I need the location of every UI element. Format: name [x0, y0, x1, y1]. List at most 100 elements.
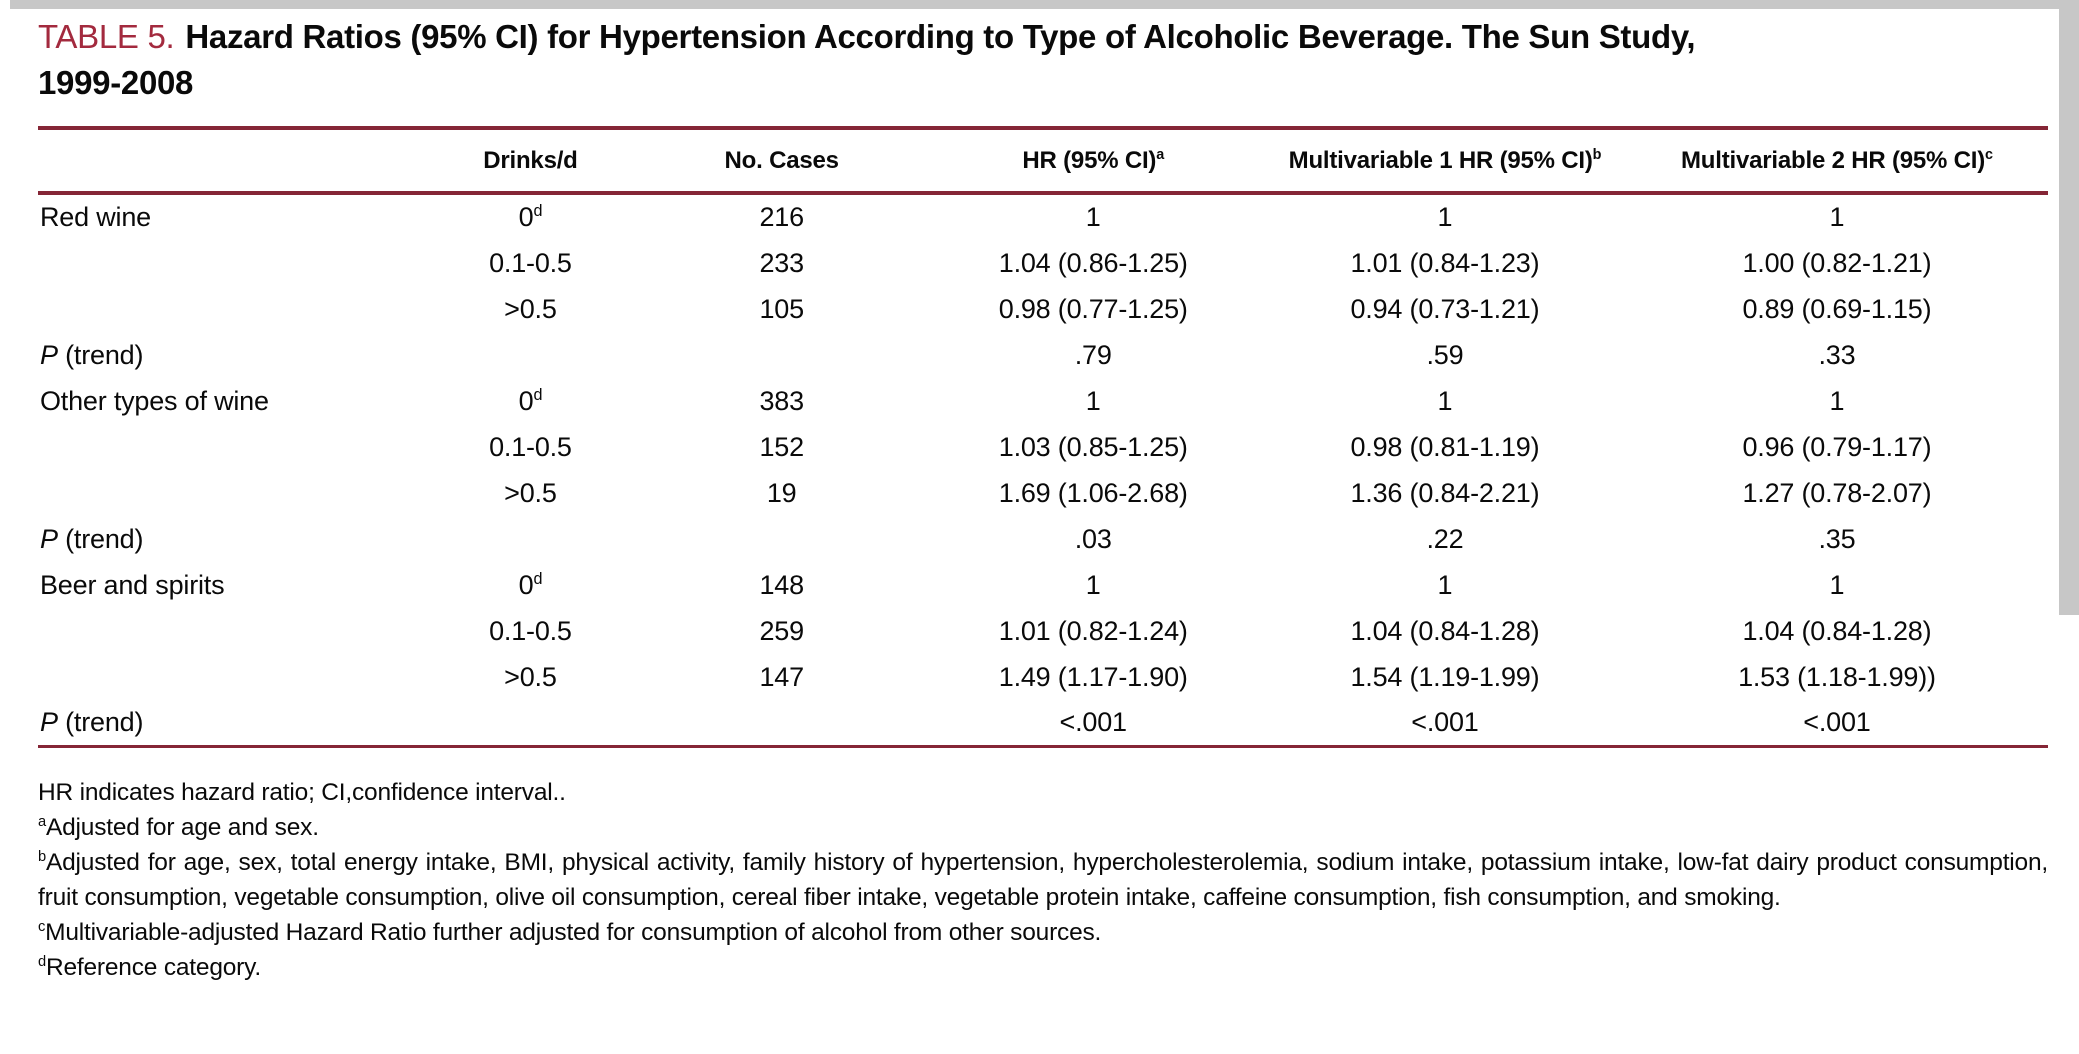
header-row: Drinks/d No. Cases HR (95% CI)a Multivar… [38, 128, 2048, 195]
scan-edge-artifact-top [10, 0, 2079, 9]
p-trend-row: P (trend) .03 .22 .35 [38, 516, 2048, 562]
cell-empty [38, 654, 420, 700]
cell-mv2: .33 [1818, 339, 1856, 370]
cell-drinks: 0.1-0.5 [489, 431, 572, 462]
p-trend-row: P (trend) <.001 <.001 <.001 [38, 700, 2048, 747]
cell-mv2: 0.89 (0.69-1.15) [1742, 293, 1932, 324]
table-row: 0.1-0.5 259 1.01 (0.82-1.24) 1.04 (0.84-… [38, 608, 2048, 654]
cell-drinks: 0d [518, 385, 543, 416]
cell-drinks: >0.5 [504, 293, 557, 324]
cell-mv1: .22 [1426, 523, 1464, 554]
table-row: >0.5 147 1.49 (1.17-1.90) 1.54 (1.19-1.9… [38, 654, 2048, 700]
cell-empty [641, 700, 922, 747]
cell-mv1: 1 [1437, 569, 1453, 600]
cell-mv2: 1.04 (0.84-1.28) [1742, 615, 1932, 646]
cell-mv1: 0.94 (0.73-1.21) [1350, 293, 1540, 324]
cell-empty [420, 332, 641, 378]
cell-empty [38, 470, 420, 516]
cell-cases: 233 [759, 247, 804, 278]
cell-cases: 383 [759, 385, 804, 416]
group-label-other-wine: Other types of wine [40, 385, 269, 416]
col-header-empty [38, 128, 420, 195]
p-trend-label: P (trend) [40, 339, 144, 370]
cell-mv2: 1 [1829, 202, 1845, 232]
col-header-cases: No. Cases [640, 128, 923, 195]
cell-drinks: 0.1-0.5 [489, 247, 572, 278]
footnote-c: cMultivariable-adjusted Hazard Ratio fur… [38, 918, 1102, 946]
table-title-line1: TABLE 5. Hazard Ratios (95% CI) for Hyper… [38, 14, 2048, 60]
footnote-b: bAdjusted for age, sex, total energy int… [38, 848, 2048, 911]
cell-drinks: >0.5 [504, 477, 557, 508]
cell-mv2: 0.96 (0.79-1.17) [1742, 431, 1932, 462]
cell-hr: <.001 [1059, 707, 1128, 737]
cell-empty [38, 240, 420, 286]
col-header-hr: HR (95% CI)a [922, 128, 1265, 195]
col-header-mv1: Multivariable 1 HR (95% CI)b [1264, 128, 1626, 195]
cell-hr: 1.04 (0.86-1.25) [998, 247, 1188, 278]
table-row: Other types of wine 0d 383 1 1 1 [38, 378, 2048, 424]
cell-mv2: 1.00 (0.82-1.21) [1742, 247, 1932, 278]
cell-mv1: 1.01 (0.84-1.23) [1350, 247, 1540, 278]
cell-mv1: 0.98 (0.81-1.19) [1350, 431, 1540, 462]
cell-hr: 1.01 (0.82-1.24) [998, 615, 1188, 646]
cell-hr: 1 [1085, 569, 1101, 600]
cell-mv2: 1.27 (0.78-2.07) [1742, 477, 1932, 508]
cell-hr: .79 [1074, 339, 1112, 370]
cell-mv2: .35 [1818, 523, 1856, 554]
scan-edge-artifact-right [2059, 0, 2079, 615]
cell-empty [641, 332, 922, 378]
cell-drinks: 0d [518, 202, 543, 232]
table-row: >0.5 19 1.69 (1.06-2.68) 1.36 (0.84-2.21… [38, 470, 2048, 516]
cell-mv1: 1.04 (0.84-1.28) [1350, 615, 1540, 646]
cell-drinks: 0d [518, 569, 543, 600]
cell-mv1: .59 [1426, 339, 1464, 370]
cell-cases: 105 [759, 293, 804, 324]
footnote-abbreviations: HR indicates hazard ratio; CI,confidence… [38, 779, 566, 806]
p-trend-label: P (trend) [40, 707, 144, 737]
cell-empty [38, 608, 420, 654]
p-trend-row: P (trend) .79 .59 .33 [38, 332, 2048, 378]
table-row: 0.1-0.5 233 1.04 (0.86-1.25) 1.01 (0.84-… [38, 240, 2048, 286]
cell-cases: 147 [759, 661, 804, 692]
table-row: 0.1-0.5 152 1.03 (0.85-1.25) 0.98 (0.81-… [38, 424, 2048, 470]
cell-cases: 216 [759, 202, 804, 232]
footnote-marker-d: d [533, 202, 543, 220]
cell-hr: .03 [1074, 523, 1112, 554]
cell-mv2: <.001 [1803, 707, 1871, 737]
cell-empty [38, 424, 420, 470]
cell-mv1: <.001 [1411, 707, 1479, 737]
footnote-marker-b: b [1592, 147, 1602, 163]
cell-cases: 259 [759, 615, 804, 646]
cell-drinks: >0.5 [504, 661, 557, 692]
table-header: Drinks/d No. Cases HR (95% CI)a Multivar… [38, 128, 2048, 195]
group-label-beer-spirits: Beer and spirits [40, 569, 225, 600]
paper-table-figure: TABLE 5. Hazard Ratios (95% CI) for Hyper… [38, 14, 2048, 985]
cell-mv1: 1 [1437, 385, 1453, 416]
cell-mv1: 1 [1437, 202, 1453, 232]
cell-mv1: 1.54 (1.19-1.99) [1350, 661, 1540, 692]
footnote-marker-a: a [1156, 147, 1165, 163]
table-title-line2: 1999-2008 [38, 64, 194, 101]
hazard-ratios-table: Drinks/d No. Cases HR (95% CI)a Multivar… [38, 126, 2048, 748]
col-header-mv2: Multivariable 2 HR (95% CI)c [1625, 128, 2048, 195]
cell-empty [420, 516, 641, 562]
cell-mv2: 1.53 (1.18-1.99)) [1738, 661, 1936, 692]
footnote-a: aAdjusted for age and sex. [38, 813, 319, 841]
table-title: TABLE 5. Hazard Ratios (95% CI) for Hyper… [38, 14, 2048, 106]
group-label-red-wine: Red wine [40, 202, 151, 232]
p-trend-label: P (trend) [40, 523, 144, 554]
cell-cases: 148 [759, 569, 804, 600]
table-body: Red wine 0d 216 1 1 1 0.1-0.5 233 1.04 (… [38, 193, 2048, 747]
col-header-drinks: Drinks/d [419, 128, 641, 195]
cell-cases: 152 [759, 431, 804, 462]
cell-empty [641, 516, 922, 562]
cell-hr: 1.69 (1.06-2.68) [998, 477, 1188, 508]
table-title-text: Hazard Ratios (95% CI) for Hypertension … [185, 18, 1696, 55]
table-row: Beer and spirits 0d 148 1 1 1 [38, 562, 2048, 608]
footnote-marker-d: d [533, 569, 543, 588]
cell-empty [420, 700, 641, 747]
cell-mv2: 1 [1829, 569, 1845, 600]
cell-mv1: 1.36 (0.84-2.21) [1350, 477, 1540, 508]
cell-empty [38, 286, 420, 332]
table-row: Red wine 0d 216 1 1 1 [38, 193, 2048, 240]
